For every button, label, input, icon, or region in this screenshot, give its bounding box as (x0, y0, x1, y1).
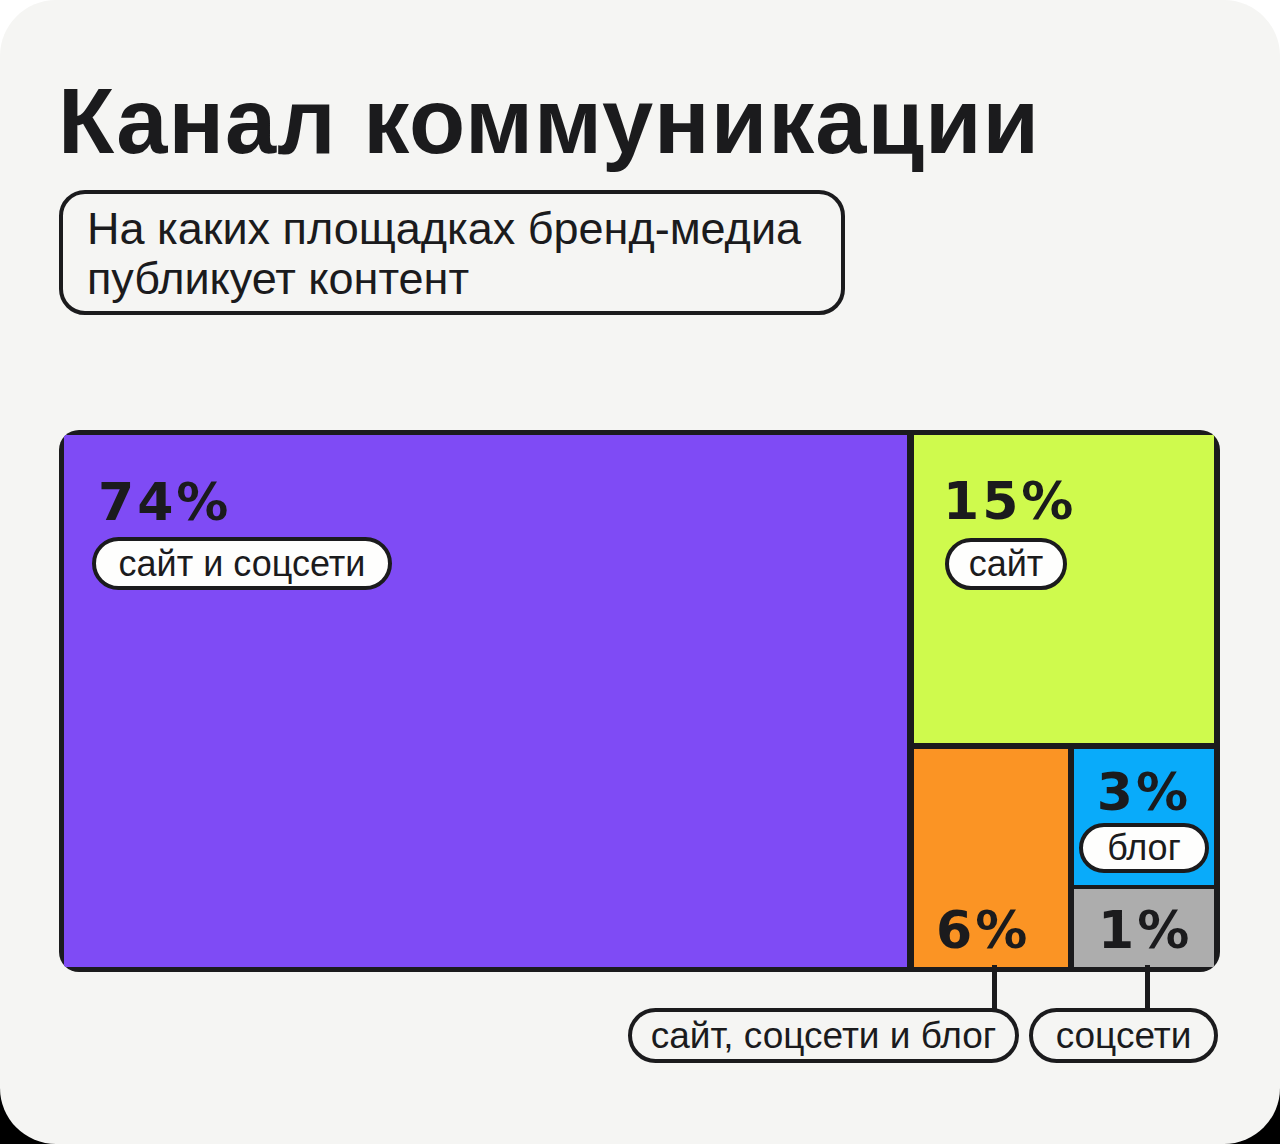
treemap-segment-socials: 1% (1074, 889, 1214, 967)
treemap-segment-blog: 3% блог (1074, 749, 1214, 885)
callout-label-site-socials-blog: сайт, соцсети и блог (628, 1008, 1019, 1063)
callout-connector-site-socials-blog (992, 965, 997, 1011)
callout-label-socials: соцсети (1029, 1008, 1218, 1063)
treemap-segment-site-and-socials: 74% сайт и соцсети (64, 435, 907, 967)
segment-label-site-and-socials: сайт и соцсети (92, 537, 392, 590)
segment-percent-6: 6% (936, 904, 1030, 956)
segment-label-blog: блог (1079, 823, 1209, 873)
segment-percent-74: 74% (98, 476, 231, 528)
subtitle-line-1: На каких площадках бренд-медиа (87, 204, 817, 254)
treemap-segment-site: 15% сайт (914, 435, 1214, 743)
callout-connector-socials (1145, 965, 1150, 1011)
segment-percent-1: 1% (1098, 904, 1192, 956)
treemap-segment-site-socials-blog: 6% (914, 749, 1068, 967)
page-title: Канал коммуникации (58, 75, 1040, 167)
subtitle-box: На каких площадках бренд-медиа публикует… (59, 190, 845, 315)
subtitle-line-2: публикует контент (87, 254, 817, 304)
segment-label-site: сайт (945, 538, 1067, 590)
infographic-canvas: Канал коммуникации На каких площадках бр… (0, 0, 1280, 1144)
segment-percent-15: 15% (943, 475, 1076, 527)
segment-percent-3: 3% (1097, 766, 1191, 818)
treemap-chart: 74% сайт и соцсети 15% сайт 6% 3% блог 1… (59, 430, 1220, 972)
